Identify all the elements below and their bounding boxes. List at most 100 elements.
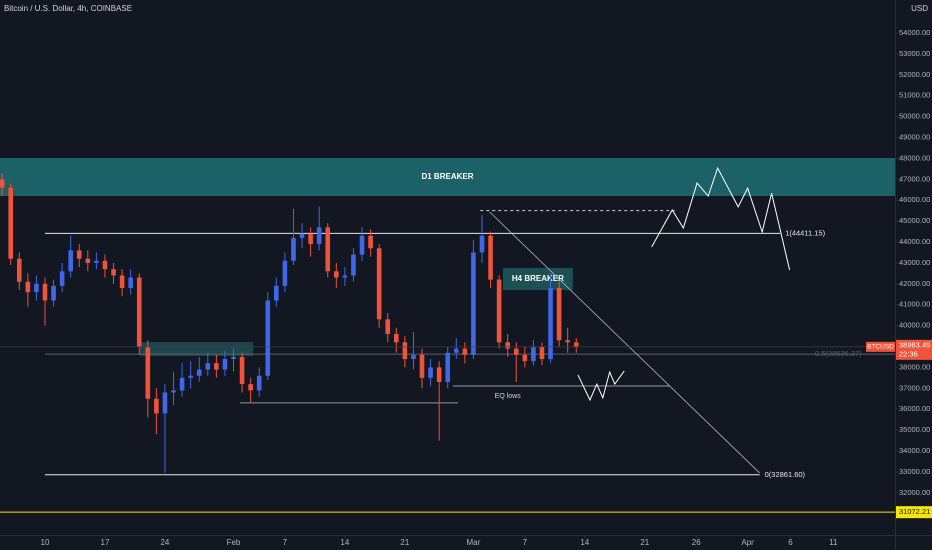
x-tick-label: 24 [160,538,169,547]
candle-body [505,342,510,349]
candle-body [59,271,65,286]
y-tick-label: 33000.00 [899,467,930,476]
candle-body [51,285,56,301]
candle-body [42,283,48,301]
y-tick-label: 44000.00 [899,237,930,246]
candle-body [145,346,151,399]
candle-body [231,356,236,360]
candle-body [462,348,468,355]
candle-body [239,356,245,385]
candle-body [68,250,73,272]
trend-line [489,211,760,474]
candle-body [25,281,31,293]
x-tick-label: Mar [467,538,481,547]
candle-body [428,367,433,378]
candle-body [411,354,416,360]
y-tick-label: 51000.00 [899,91,930,100]
y-tick-label: 43000.00 [899,258,930,267]
candle-body [334,271,339,278]
y-tick-label: 41000.00 [899,300,930,309]
y-tick-label: 40000.00 [899,321,930,330]
candle-body [154,398,159,414]
candle-body [368,235,373,249]
x-tick-label: 7 [523,538,528,547]
candle-body [394,333,399,343]
candle-body [445,352,451,383]
zone-label: D1 BREAKER [421,172,473,181]
y-tick-label: 38000.00 [899,362,930,371]
last-price-tag [896,339,932,360]
candle-body [171,390,176,393]
candle-body [385,319,391,334]
y-tick-label: 53000.00 [899,49,930,58]
symbol-tag-label: BTCUSD [867,344,894,351]
candle-body [179,377,185,391]
candle-body [16,258,22,282]
symbol-tag [866,341,895,352]
candle-body [471,252,476,355]
candle-body [162,392,168,414]
level-label: 0(32861.60) [765,470,806,479]
candle-body [76,250,82,259]
candle-body [196,369,202,376]
last-price-label: 38983.49 [899,340,930,349]
currency: USD [911,4,928,13]
candle-body [256,375,262,391]
x-tick-label: 11 [829,538,838,547]
candle-body [419,354,425,378]
candle-body [111,269,116,276]
y-tick-label: 47000.00 [899,174,930,183]
note: EQ lows [495,393,522,400]
y-tick-label: 37000.00 [899,383,930,392]
x-tick-label: 10 [41,538,50,547]
candle-body [188,375,193,378]
projection-path [577,370,625,402]
chart-title: Bitcoin / U.S. Dollar, 4h, COINBASE [4,4,132,13]
candle-body [453,348,459,353]
x-tick-label: 26 [692,538,701,547]
candle-body [274,285,279,301]
candle-body [316,227,322,245]
candle-body [85,258,91,263]
x-tick-label: 7 [283,538,288,547]
candle-body [94,260,99,263]
candle-body [496,279,502,343]
candle-body [282,260,288,286]
candle-body [359,235,365,255]
candle-body [248,384,253,391]
y-tick-label: 50000.00 [899,112,930,121]
level-tag-label: 31072.21 [899,507,930,516]
candle-body [539,346,545,360]
candle-body [436,367,442,383]
projection-path [651,166,791,271]
candle-body [299,233,305,238]
candle-body [488,235,493,280]
y-tick-label: 49000.00 [899,132,930,141]
level-tag [896,506,932,519]
candle-body [308,233,313,245]
candle-body [479,235,485,253]
candle-body [34,283,39,293]
candle-body [522,354,528,362]
candle-body [342,275,348,278]
candle-body [222,359,228,370]
y-tick-label: 36000.00 [899,404,930,413]
candle-body [565,340,570,343]
candle-body [402,342,408,360]
zone [502,267,573,291]
candle-body [8,187,14,259]
level-label: 1(44411.15) [785,228,825,237]
candle-body [351,254,356,276]
y-tick-label: 34000.00 [899,446,930,455]
zone [0,157,895,197]
y-tick-label: 42000.00 [899,279,930,288]
candle-body [325,227,331,272]
x-tick-label: 14 [580,538,589,547]
candle-body [102,260,108,270]
countdown-label: 22:36 [899,349,918,358]
level-label: 0.5(38636.37) [815,349,862,358]
y-tick-label: 54000.00 [899,28,930,37]
